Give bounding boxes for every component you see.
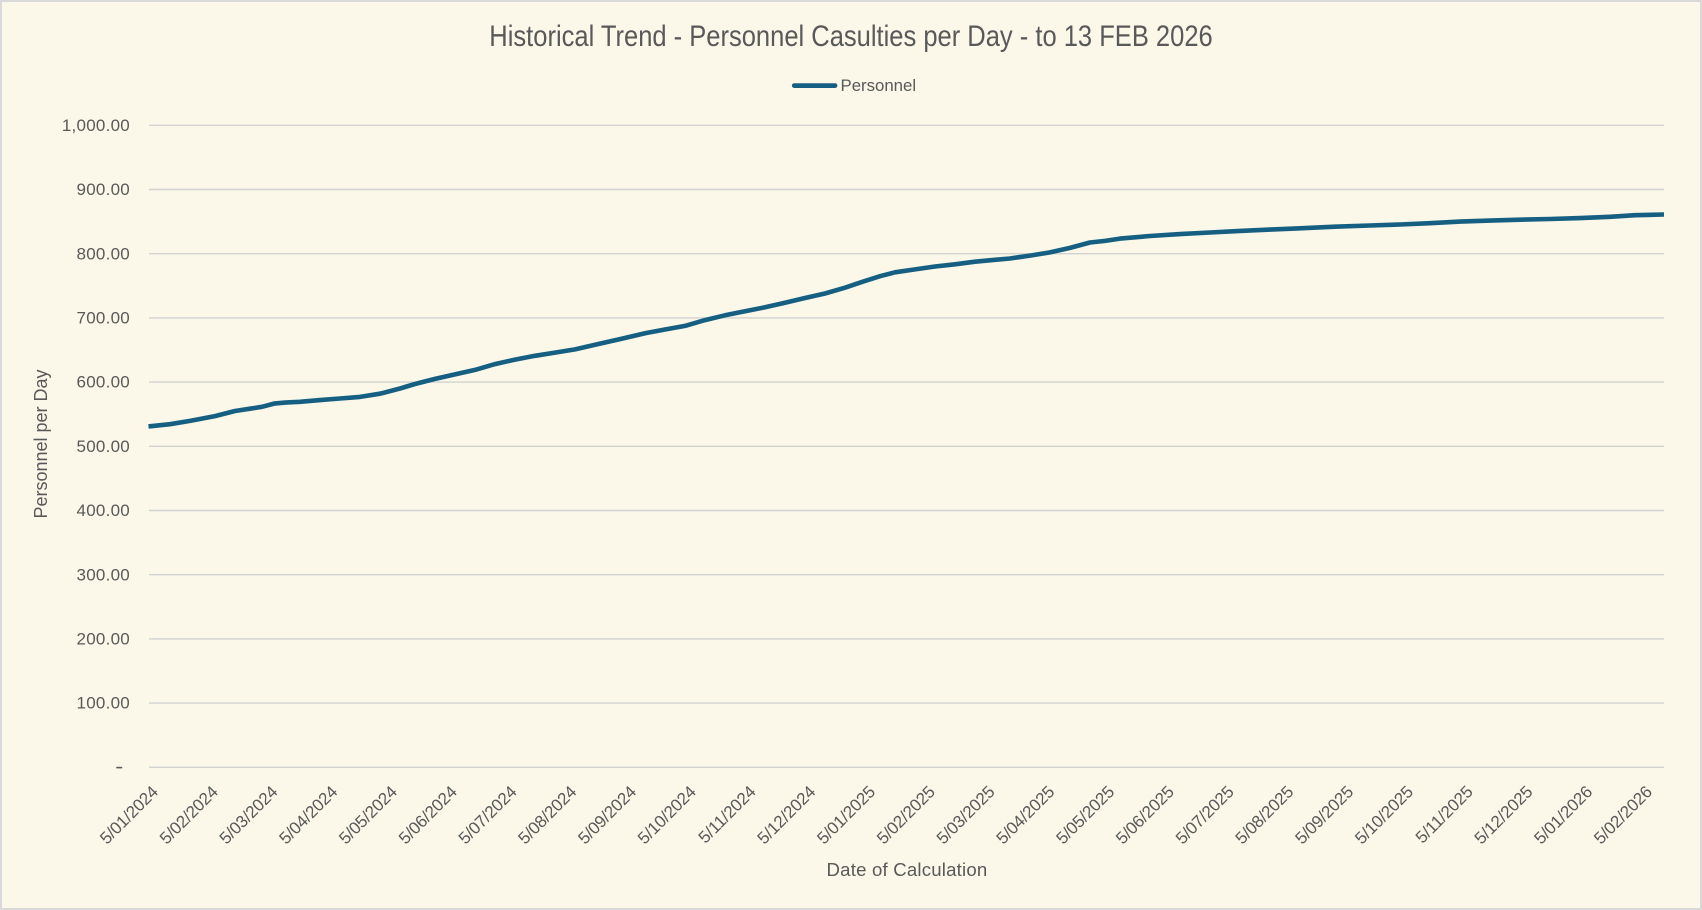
svg-text:400.00: 400.00	[77, 501, 131, 520]
svg-text:900.00: 900.00	[77, 180, 131, 199]
svg-text:600.00: 600.00	[77, 373, 131, 392]
svg-text:500.00: 500.00	[77, 437, 131, 456]
svg-text:700.00: 700.00	[77, 308, 131, 327]
svg-text:Personnel per Day: Personnel per Day	[31, 369, 51, 518]
svg-text:300.00: 300.00	[77, 565, 131, 584]
svg-text:Date of Calculation: Date of Calculation	[827, 859, 988, 880]
svg-text:1,000.00: 1,000.00	[62, 116, 130, 135]
svg-text:Personnel: Personnel	[841, 76, 917, 95]
svg-text:Historical Trend - Personnel C: Historical Trend - Personnel Casulties p…	[489, 19, 1212, 52]
svg-text:200.00: 200.00	[77, 629, 131, 648]
svg-text:100.00: 100.00	[77, 694, 131, 713]
svg-text:800.00: 800.00	[77, 244, 131, 263]
